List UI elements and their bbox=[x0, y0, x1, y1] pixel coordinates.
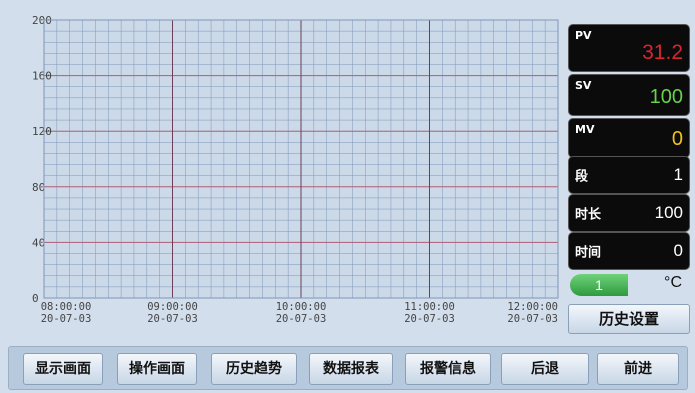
x-tick-time-label: 10:00:00 bbox=[276, 301, 327, 313]
segment-box: 段 1 bbox=[568, 156, 690, 194]
y-tick-label: 200 bbox=[32, 14, 52, 27]
time-box: 时间 0 bbox=[568, 232, 690, 270]
duration-label: 时长 bbox=[575, 207, 602, 223]
pv-value: 31.2 bbox=[642, 41, 683, 64]
nav-back-button[interactable]: 后退 bbox=[501, 353, 589, 385]
time-label: 时间 bbox=[575, 245, 602, 261]
mv-label: MV bbox=[575, 123, 595, 136]
segment-label: 段 bbox=[575, 169, 589, 185]
mv-value: 0 bbox=[671, 128, 683, 150]
nav-alarm-info-button[interactable]: 报警信息 bbox=[405, 353, 491, 385]
y-tick-label: 120 bbox=[32, 125, 52, 138]
nav-data-report-button[interactable]: 数据报表 bbox=[309, 353, 393, 385]
nav-display-button[interactable]: 显示画面 bbox=[23, 353, 103, 385]
nav-operation-button[interactable]: 操作画面 bbox=[117, 353, 197, 385]
unit-label: °C bbox=[664, 274, 682, 291]
y-tick-label: 160 bbox=[32, 70, 52, 83]
duration-box: 时长 100 bbox=[568, 194, 690, 232]
x-tick-time-label: 09:00:00 bbox=[147, 301, 198, 313]
time-value: 0 bbox=[673, 241, 683, 260]
nav-history-trend-button[interactable]: 历史趋势 bbox=[211, 353, 297, 385]
pv-box: PV 31.2 bbox=[568, 24, 690, 72]
y-tick-label: 0 bbox=[32, 292, 39, 305]
bottom-nav-bar: 显示画面 操作画面 历史趋势 数据报表 报警信息 后退 前进 bbox=[8, 346, 688, 390]
x-tick-time-label: 08:00:00 bbox=[41, 301, 92, 313]
nav-forward-button[interactable]: 前进 bbox=[597, 353, 679, 385]
x-tick-time-label: 11:00:00 bbox=[404, 301, 455, 313]
pv-label: PV bbox=[575, 29, 592, 42]
unit-row: 1 °C bbox=[568, 272, 690, 298]
sv-label: SV bbox=[575, 79, 592, 92]
x-tick-time-label: 12:00:00 bbox=[507, 301, 558, 313]
sv-box[interactable]: SV 100 bbox=[568, 74, 690, 116]
y-tick-label: 40 bbox=[32, 236, 45, 249]
mv-box: MV 0 bbox=[568, 118, 690, 158]
sv-value: 100 bbox=[649, 86, 683, 108]
x-tick-date-label: 20-07-03 bbox=[147, 313, 198, 325]
segment-value: 1 bbox=[673, 165, 683, 184]
x-tick-date-label: 20-07-03 bbox=[404, 313, 455, 325]
duration-value: 100 bbox=[654, 203, 683, 222]
history-settings-button[interactable]: 历史设置 bbox=[568, 304, 690, 334]
channel-indicator[interactable]: 1 bbox=[570, 274, 628, 296]
y-tick-label: 80 bbox=[32, 181, 45, 194]
x-tick-date-label: 20-07-03 bbox=[507, 313, 558, 325]
x-tick-date-label: 20-07-03 bbox=[276, 313, 327, 325]
x-tick-date-label: 20-07-03 bbox=[41, 313, 92, 325]
